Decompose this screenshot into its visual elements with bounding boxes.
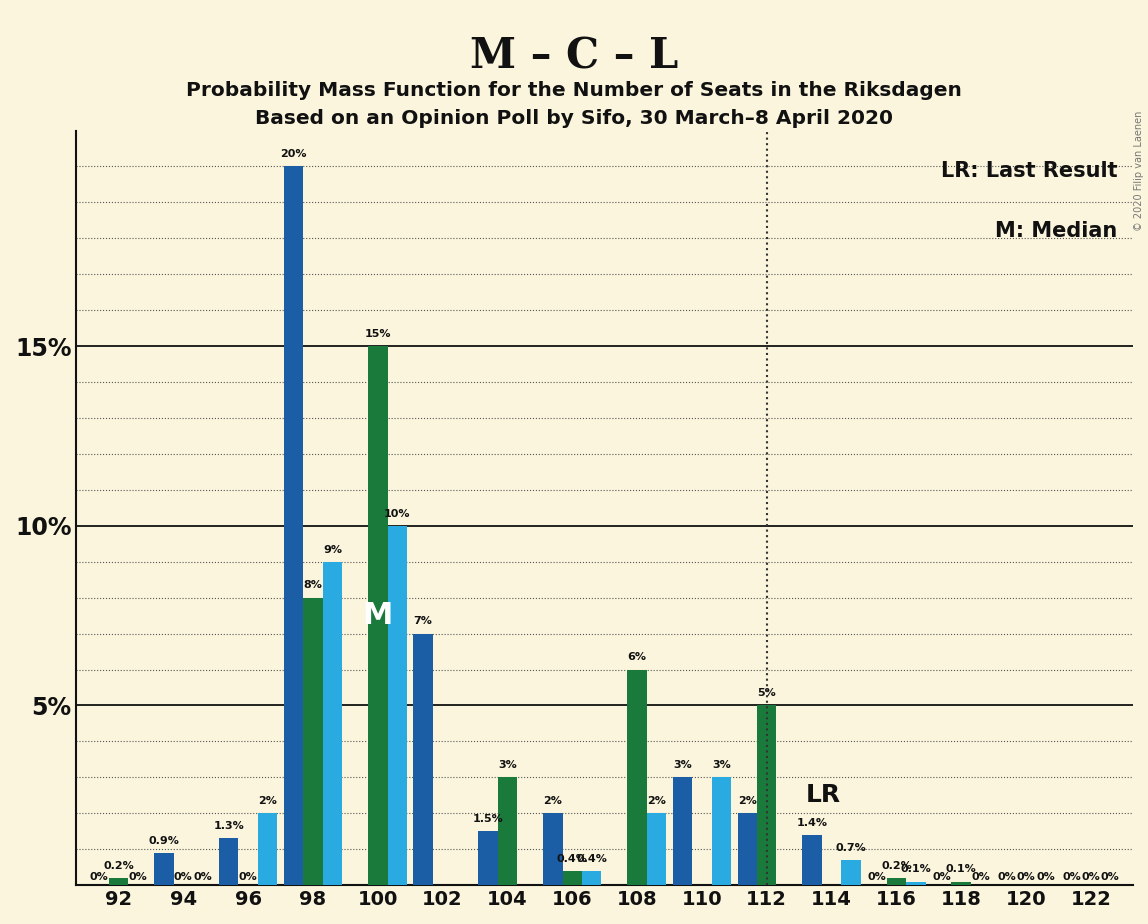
Text: 2%: 2% [738, 796, 757, 806]
Text: 0%: 0% [932, 871, 952, 881]
Text: 9%: 9% [323, 544, 342, 554]
Text: 2%: 2% [543, 796, 563, 806]
Text: Based on an Opinion Poll by Sifo, 30 March–8 April 2020: Based on an Opinion Poll by Sifo, 30 Mar… [255, 109, 893, 128]
Text: 0.4%: 0.4% [576, 854, 607, 864]
Bar [413, 634, 433, 885]
Text: 0%: 0% [174, 871, 193, 881]
Bar [563, 870, 582, 885]
Text: 2%: 2% [647, 796, 666, 806]
Text: 3%: 3% [498, 760, 517, 770]
Bar [303, 598, 323, 885]
Text: 0%: 0% [129, 871, 147, 881]
Text: 1.3%: 1.3% [214, 821, 245, 832]
Bar [906, 881, 925, 885]
Text: 0%: 0% [868, 871, 886, 881]
Text: M: M [363, 602, 393, 630]
Bar [219, 838, 239, 885]
Bar [841, 860, 861, 885]
Text: 0%: 0% [1101, 871, 1119, 881]
Bar [369, 346, 388, 885]
Text: 6%: 6% [628, 652, 646, 663]
Text: 1.5%: 1.5% [473, 814, 503, 824]
Text: 5%: 5% [758, 688, 776, 699]
Text: Probability Mass Function for the Number of Seats in the Riksdagen: Probability Mass Function for the Number… [186, 81, 962, 101]
Bar [154, 853, 173, 885]
Text: 0%: 0% [239, 871, 257, 881]
Bar [757, 705, 776, 885]
Text: 0%: 0% [193, 871, 212, 881]
Text: 0%: 0% [971, 871, 990, 881]
Text: 0.1%: 0.1% [946, 864, 977, 874]
Text: M – C – L: M – C – L [470, 35, 678, 77]
Bar [479, 832, 498, 885]
Text: 0%: 0% [1081, 871, 1100, 881]
Text: 2%: 2% [258, 796, 277, 806]
Bar [388, 526, 406, 885]
Text: 8%: 8% [303, 580, 323, 590]
Bar [952, 881, 971, 885]
Text: LR: Last Result: LR: Last Result [940, 161, 1117, 181]
Text: 3%: 3% [712, 760, 731, 770]
Text: © 2020 Filip van Laenen: © 2020 Filip van Laenen [1134, 111, 1143, 231]
Text: 0%: 0% [1017, 871, 1035, 881]
Text: 0.4%: 0.4% [557, 854, 588, 864]
Text: 0%: 0% [998, 871, 1016, 881]
Bar [323, 562, 342, 885]
Bar [627, 670, 646, 885]
Text: 1.4%: 1.4% [797, 818, 828, 828]
Bar [646, 813, 666, 885]
Text: 0.2%: 0.2% [881, 861, 912, 870]
Bar [284, 166, 303, 885]
Text: LR: LR [806, 784, 840, 808]
Text: 0.2%: 0.2% [103, 861, 134, 870]
Text: 0%: 0% [1062, 871, 1080, 881]
Text: 0%: 0% [90, 871, 108, 881]
Text: 20%: 20% [280, 150, 307, 159]
Bar [802, 834, 822, 885]
Text: 0.7%: 0.7% [836, 843, 867, 853]
Bar [886, 878, 906, 885]
Text: 10%: 10% [383, 508, 411, 518]
Text: 15%: 15% [365, 329, 391, 339]
Bar [258, 813, 278, 885]
Text: 0.9%: 0.9% [148, 835, 179, 845]
Text: 7%: 7% [413, 616, 433, 626]
Bar [673, 777, 692, 885]
Text: M: Median: M: Median [995, 221, 1117, 241]
Bar [582, 870, 602, 885]
Bar [109, 878, 129, 885]
Text: 3%: 3% [673, 760, 692, 770]
Bar [543, 813, 563, 885]
Bar [737, 813, 757, 885]
Text: 0%: 0% [1037, 871, 1055, 881]
Bar [498, 777, 517, 885]
Bar [712, 777, 731, 885]
Text: 0.1%: 0.1% [900, 864, 931, 874]
